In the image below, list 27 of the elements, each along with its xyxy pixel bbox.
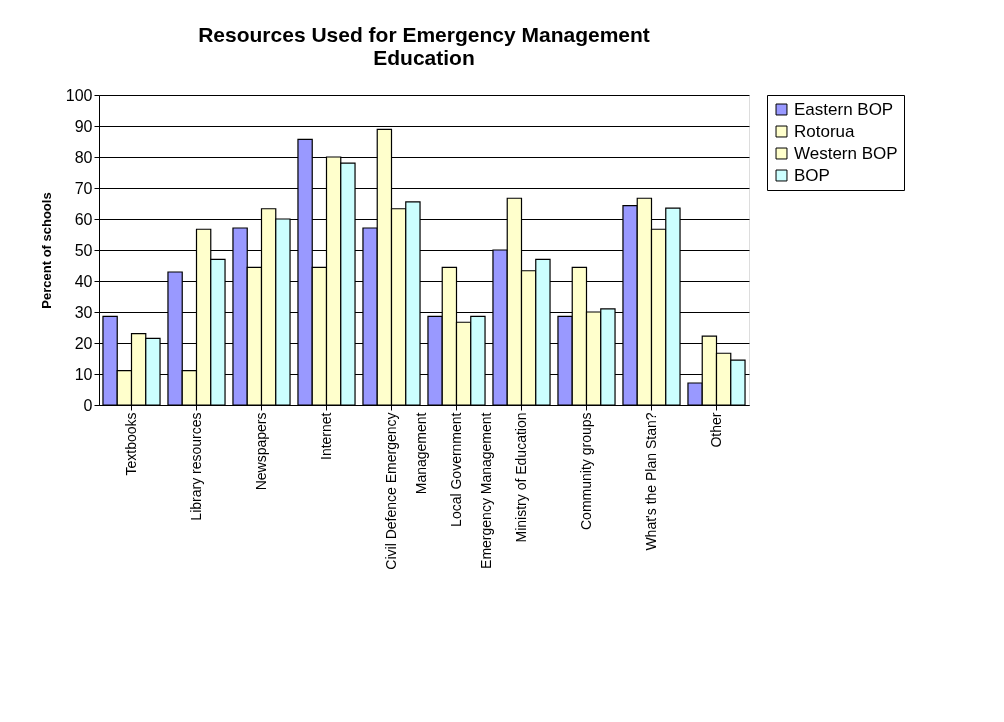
y-tick-label: 100 — [65, 86, 93, 104]
y-tick-label: 90 — [74, 117, 93, 135]
y-tick-label: 20 — [74, 334, 93, 352]
x-tick-label: Newspapers — [252, 412, 269, 491]
legend-label: BOP — [794, 165, 830, 185]
x-tick-label: Other — [707, 412, 724, 448]
y-tick-label: 60 — [74, 210, 93, 228]
y-tick-label: 40 — [74, 272, 93, 290]
y-tick-label: 70 — [74, 179, 93, 197]
x-tick-label: Internet — [317, 412, 334, 460]
y-axis-title: Percent of schools — [38, 192, 54, 309]
x-tick-label: Library resources — [187, 412, 204, 521]
x-tick-label: Community groups — [577, 412, 594, 530]
y-tick-label: 30 — [74, 303, 93, 321]
legend-label: Rotorua — [794, 121, 856, 141]
legend-label: Eastern BOP — [794, 99, 894, 119]
chart-title: Resources Used for Emergency Management Education — [198, 23, 650, 69]
x-tick-label: Local Government Emergency Management — [447, 412, 494, 569]
legend-label: Western BOP — [794, 143, 898, 163]
x-tick-label: Ministry of Education — [512, 412, 529, 543]
x-tick-label: What's the Plan Stan? — [642, 412, 659, 551]
y-tick-label: 10 — [74, 365, 93, 383]
y-tick-label: 80 — [74, 148, 93, 166]
x-tick-label: Textbooks — [122, 412, 139, 476]
y-tick-label: 0 — [83, 396, 93, 414]
y-tick-label: 50 — [74, 241, 93, 259]
x-tick-label: Civil Defence Emergency Management — [382, 412, 429, 570]
